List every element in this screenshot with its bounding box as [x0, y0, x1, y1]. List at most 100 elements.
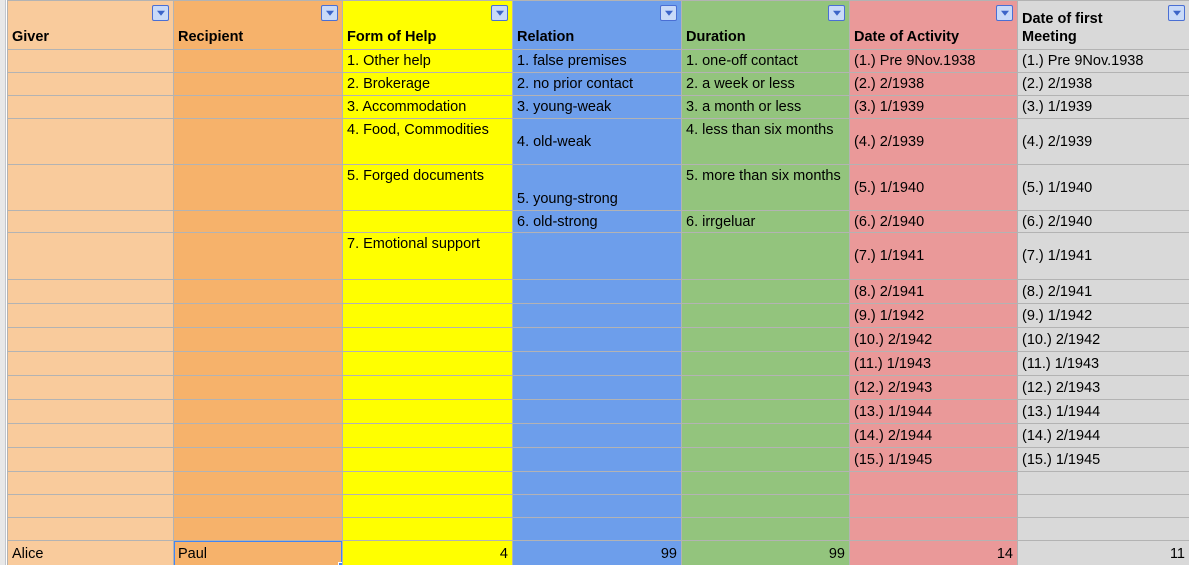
cell-activity[interactable]: (3.) 1/1939	[849, 95, 1018, 119]
cell-meeting[interactable]: (11.) 1/1943	[1017, 351, 1189, 376]
cell-relation[interactable]	[512, 399, 682, 424]
cell-meeting[interactable]	[1017, 494, 1189, 518]
cell-activity[interactable]: (9.) 1/1942	[849, 303, 1018, 328]
cell-meeting[interactable]: (12.) 2/1943	[1017, 375, 1189, 400]
cell-activity[interactable]: (5.) 1/1940	[849, 164, 1018, 211]
cell-recipient[interactable]	[173, 471, 343, 495]
cell-giver[interactable]	[7, 327, 174, 352]
cell-relation[interactable]	[512, 303, 682, 328]
column-header-date-of-first-meeting[interactable]: Date of first Meeting	[1017, 0, 1189, 50]
cell-activity[interactable]: (14.) 2/1944	[849, 423, 1018, 448]
cell-form-of-help[interactable]: 3. Accommodation	[342, 95, 513, 119]
cell-duration[interactable]	[681, 351, 850, 376]
cell-meeting[interactable]: (1.) Pre 9Nov.1938	[1017, 49, 1189, 73]
cell-form-of-help[interactable]: 2. Brokerage	[342, 72, 513, 96]
cell-meeting[interactable]: (15.) 1/1945	[1017, 447, 1189, 472]
cell-meeting[interactable]	[1017, 517, 1189, 541]
cell-recipient[interactable]	[173, 327, 343, 352]
cell-giver[interactable]	[7, 118, 174, 165]
cell-form-of-help[interactable]: 7. Emotional support	[342, 232, 513, 280]
cell-activity[interactable]: (10.) 2/1942	[849, 327, 1018, 352]
cell-giver[interactable]	[7, 303, 174, 328]
entry-cell-recipient[interactable]: Paul	[173, 540, 343, 565]
column-header-giver[interactable]: Giver	[7, 0, 174, 50]
cell-giver[interactable]	[7, 494, 174, 518]
cell-relation[interactable]	[512, 351, 682, 376]
cell-recipient[interactable]	[173, 375, 343, 400]
cell-activity[interactable]: (6.) 2/1940	[849, 210, 1018, 233]
cell-giver[interactable]	[7, 232, 174, 280]
cell-form-of-help[interactable]	[342, 303, 513, 328]
filter-dropdown-icon-giver[interactable]	[152, 5, 169, 21]
cell-recipient[interactable]	[173, 447, 343, 472]
cell-duration[interactable]	[681, 327, 850, 352]
cell-relation[interactable]	[512, 423, 682, 448]
cell-form-of-help[interactable]	[342, 279, 513, 304]
cell-meeting[interactable]: (9.) 1/1942	[1017, 303, 1189, 328]
cell-giver[interactable]	[7, 517, 174, 541]
cell-giver[interactable]	[7, 210, 174, 233]
cell-giver[interactable]	[7, 447, 174, 472]
cell-meeting[interactable]: (2.) 2/1938	[1017, 72, 1189, 96]
cell-giver[interactable]	[7, 399, 174, 424]
entry-cell-meeting[interactable]: 11	[1017, 540, 1189, 565]
cell-recipient[interactable]	[173, 423, 343, 448]
cell-duration[interactable]	[681, 399, 850, 424]
cell-activity[interactable]: (8.) 2/1941	[849, 279, 1018, 304]
entry-cell-relation[interactable]: 99	[512, 540, 682, 565]
cell-recipient[interactable]	[173, 399, 343, 424]
entry-cell-giver[interactable]: Alice	[7, 540, 174, 565]
cell-recipient[interactable]	[173, 494, 343, 518]
cell-duration[interactable]: 3. a month or less	[681, 95, 850, 119]
cell-relation[interactable]: 6. old-strong	[512, 210, 682, 233]
cell-duration[interactable]	[681, 375, 850, 400]
cell-form-of-help[interactable]: 4. Food, Commodities	[342, 118, 513, 165]
cell-form-of-help[interactable]	[342, 351, 513, 376]
entry-cell-duration[interactable]: 99	[681, 540, 850, 565]
column-header-duration[interactable]: Duration	[681, 0, 850, 50]
cell-giver[interactable]	[7, 95, 174, 119]
cell-meeting[interactable]: (14.) 2/1944	[1017, 423, 1189, 448]
cell-duration[interactable]	[681, 423, 850, 448]
cell-giver[interactable]	[7, 471, 174, 495]
cell-relation[interactable]: 5. young-strong	[512, 164, 682, 211]
cell-duration[interactable]: 1. one-off contact	[681, 49, 850, 73]
filter-dropdown-icon-duration[interactable]	[828, 5, 845, 21]
filter-dropdown-icon-date-of-first-meeting[interactable]	[1168, 5, 1185, 21]
cell-relation[interactable]: 3. young-weak	[512, 95, 682, 119]
cell-activity[interactable]: (4.) 2/1939	[849, 118, 1018, 165]
cell-recipient[interactable]	[173, 303, 343, 328]
cell-recipient[interactable]	[173, 95, 343, 119]
cell-recipient[interactable]	[173, 49, 343, 73]
entry-cell-activity[interactable]: 14	[849, 540, 1018, 565]
cell-relation[interactable]	[512, 494, 682, 518]
cell-relation[interactable]	[512, 517, 682, 541]
cell-duration[interactable]	[681, 494, 850, 518]
cell-recipient[interactable]	[173, 210, 343, 233]
cell-relation[interactable]	[512, 447, 682, 472]
cell-duration[interactable]	[681, 279, 850, 304]
cell-relation[interactable]	[512, 375, 682, 400]
cell-form-of-help[interactable]	[342, 423, 513, 448]
cell-form-of-help[interactable]	[342, 210, 513, 233]
cell-relation[interactable]	[512, 279, 682, 304]
cell-relation[interactable]: 2. no prior contact	[512, 72, 682, 96]
cell-form-of-help[interactable]	[342, 471, 513, 495]
cell-activity[interactable]: (12.) 2/1943	[849, 375, 1018, 400]
filter-dropdown-icon-form-of-help[interactable]	[491, 5, 508, 21]
cell-activity[interactable]	[849, 517, 1018, 541]
cell-meeting[interactable]: (4.) 2/1939	[1017, 118, 1189, 165]
cell-duration[interactable]	[681, 517, 850, 541]
cell-activity[interactable]: (13.) 1/1944	[849, 399, 1018, 424]
cell-duration[interactable]	[681, 447, 850, 472]
cell-giver[interactable]	[7, 72, 174, 96]
cell-activity[interactable]: (1.) Pre 9Nov.1938	[849, 49, 1018, 73]
column-header-recipient[interactable]: Recipient	[173, 0, 343, 50]
cell-recipient[interactable]	[173, 517, 343, 541]
cell-meeting[interactable]: (6.) 2/1940	[1017, 210, 1189, 233]
cell-duration[interactable]	[681, 303, 850, 328]
cell-activity[interactable]: (15.) 1/1945	[849, 447, 1018, 472]
cell-recipient[interactable]	[173, 351, 343, 376]
cell-relation[interactable]: 4. old-weak	[512, 118, 682, 165]
cell-duration[interactable]: 5. more than six months	[681, 164, 850, 211]
